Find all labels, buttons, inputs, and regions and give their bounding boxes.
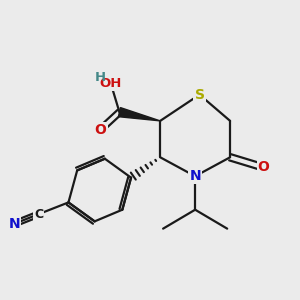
Text: S: S	[194, 88, 205, 102]
Text: OH: OH	[100, 76, 122, 89]
Text: O: O	[258, 160, 269, 175]
Text: O: O	[94, 123, 106, 136]
Text: H: H	[95, 71, 106, 84]
Text: N: N	[189, 169, 201, 183]
Polygon shape	[118, 108, 160, 121]
Text: N: N	[9, 217, 20, 231]
Text: C: C	[34, 208, 43, 220]
